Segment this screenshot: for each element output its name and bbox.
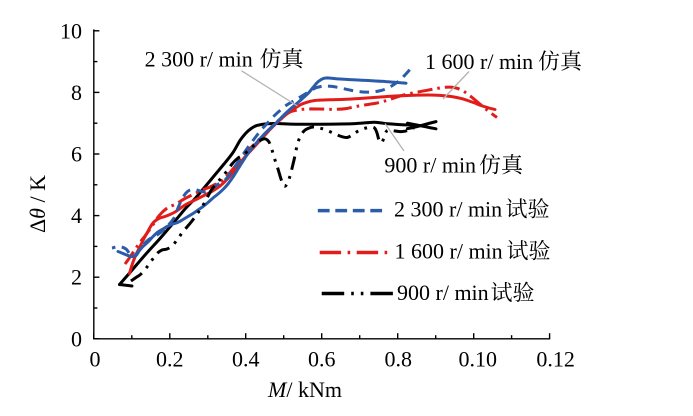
svg-text:900 r/ min: 900 r/ min — [384, 153, 476, 178]
svg-text:10: 10 — [60, 18, 82, 43]
svg-text:2 300 r/ min: 2 300 r/ min — [394, 197, 502, 222]
svg-text:M/ kNm: M/ kNm — [267, 377, 342, 402]
svg-text:6: 6 — [71, 142, 82, 167]
svg-text:0.8: 0.8 — [384, 347, 412, 372]
svg-text:0: 0 — [71, 326, 82, 351]
svg-text:0.2: 0.2 — [156, 347, 184, 372]
svg-text:2 300 r/ min: 2 300 r/ min — [145, 47, 253, 72]
svg-text:1 600 r/ min: 1 600 r/ min — [425, 49, 533, 74]
svg-text:Δθ / K: Δθ / K — [25, 175, 50, 233]
svg-text:1 600 r/ min: 1 600 r/ min — [395, 238, 503, 263]
svg-text:0.4: 0.4 — [232, 347, 260, 372]
svg-text:0.10: 0.10 — [458, 347, 497, 372]
svg-text:4: 4 — [71, 203, 82, 228]
svg-text:900 r/ min: 900 r/ min — [397, 280, 489, 305]
svg-text:0.6: 0.6 — [308, 347, 336, 372]
svg-text:8: 8 — [71, 80, 82, 105]
svg-text:0: 0 — [90, 347, 101, 372]
svg-text:2: 2 — [71, 265, 82, 290]
svg-text:0.12: 0.12 — [536, 347, 575, 372]
